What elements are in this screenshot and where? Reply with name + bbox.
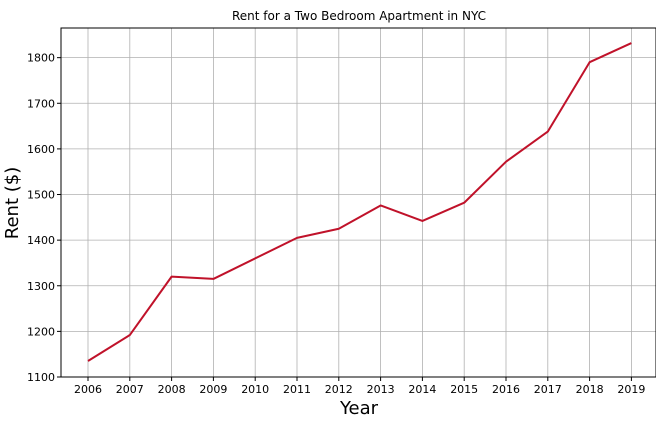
y-tick-label: 1100: [27, 371, 55, 384]
y-tick-label: 1600: [27, 143, 55, 156]
x-tick-label: 2007: [116, 383, 144, 396]
chart-title: Rent for a Two Bedroom Apartment in NYC: [232, 9, 486, 23]
plot-frame: [61, 28, 656, 377]
grid: [61, 28, 656, 377]
x-tick-label: 2013: [367, 383, 395, 396]
series-line: [88, 43, 631, 361]
y-tick-label: 1500: [27, 189, 55, 202]
y-tick-label: 1200: [27, 325, 55, 338]
x-tick-label: 2009: [199, 383, 227, 396]
x-tick-label: 2006: [74, 383, 102, 396]
x-axis-label: Year: [339, 398, 379, 419]
x-tick-label: 2015: [450, 383, 478, 396]
x-tick-label: 2018: [576, 383, 604, 396]
x-tick-label: 2012: [325, 383, 353, 396]
y-tick-label: 1300: [27, 280, 55, 293]
x-tick-label: 2011: [283, 383, 311, 396]
series-lines: [88, 43, 632, 361]
y-tick-label: 1700: [27, 97, 55, 110]
x-tick-label: 2014: [408, 383, 436, 396]
y-tick-label: 1800: [27, 52, 55, 65]
x-tick-label: 2008: [158, 383, 186, 396]
x-tick-label: 2010: [241, 383, 269, 396]
x-tick-label: 2019: [617, 383, 645, 396]
y-tick-label: 1400: [27, 234, 55, 247]
x-tick-label: 2016: [492, 383, 520, 396]
y-axis-label: Rent ($): [2, 167, 23, 239]
x-tick-label: 2017: [534, 383, 562, 396]
